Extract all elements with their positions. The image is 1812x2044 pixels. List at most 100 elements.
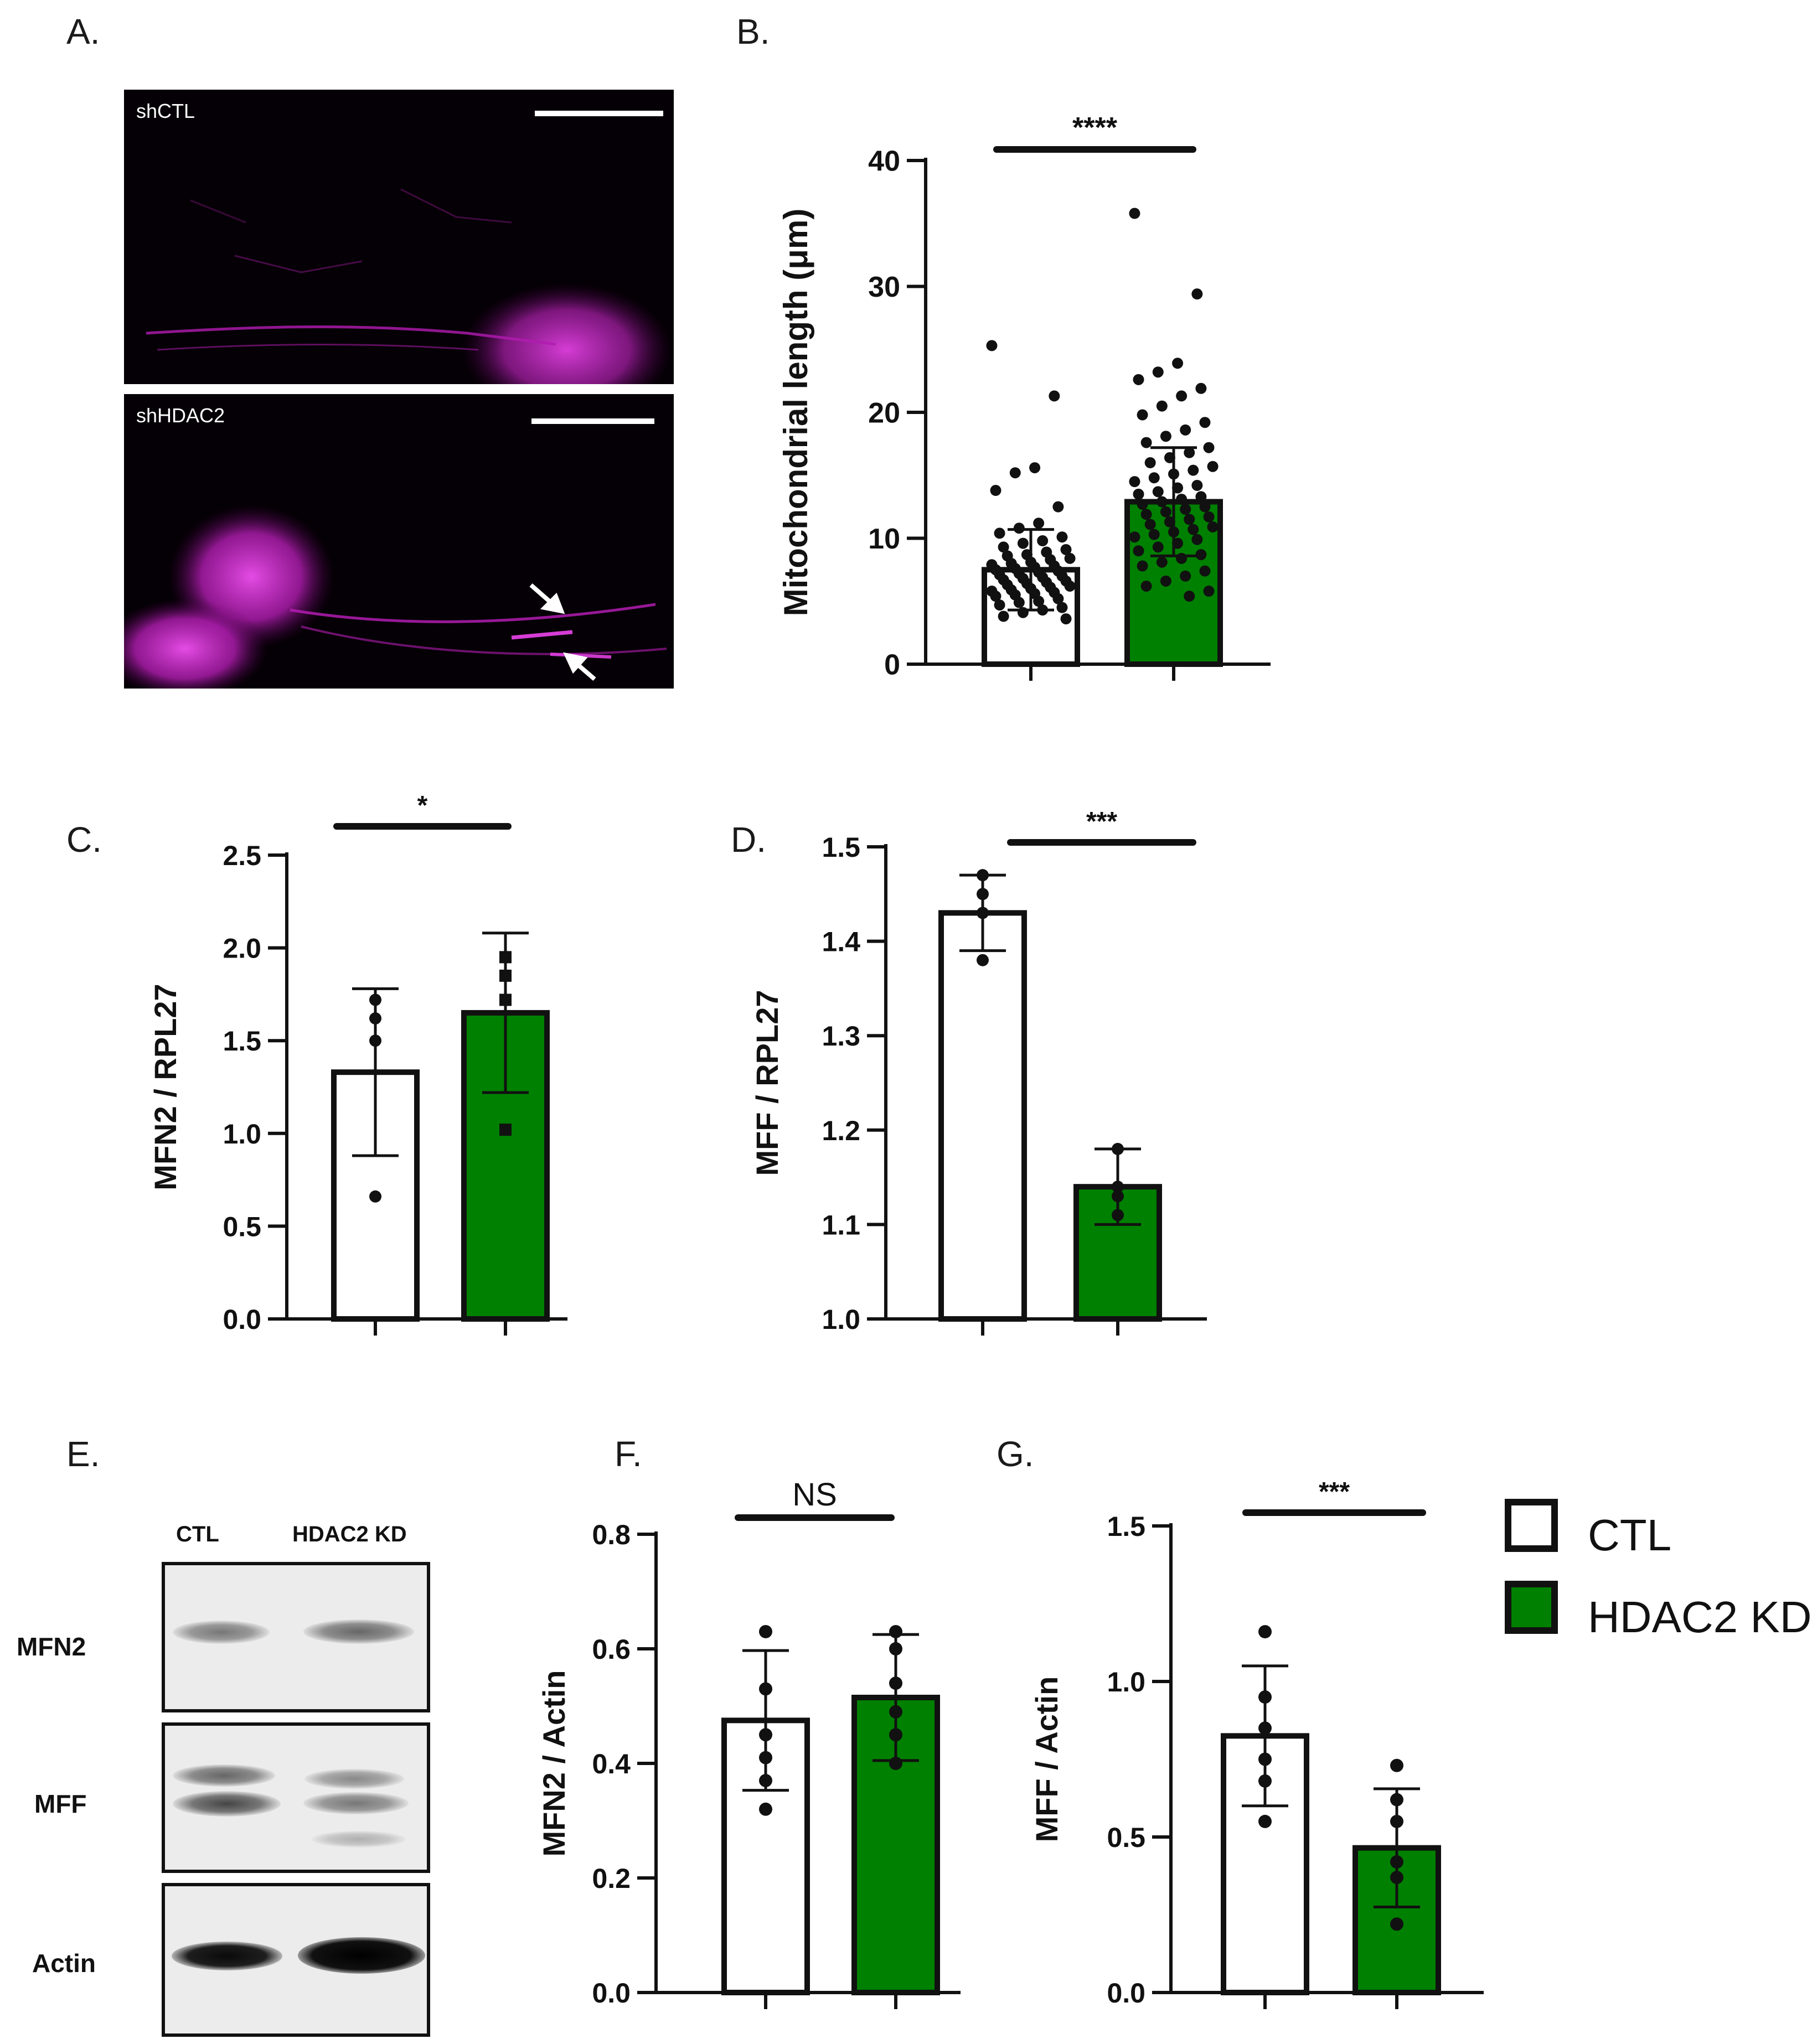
data-point [1168,526,1179,538]
legend-label-ctl: CTL [1588,1510,1672,1560]
data-point [759,1728,772,1742]
micrograph-label-shhdac2: shHDAC2 [136,404,225,427]
y-tick-label: 1.0 [223,1119,261,1150]
data-point [1137,499,1148,510]
data-point [990,591,1001,602]
data-point [889,1728,902,1742]
chart-b: 0 10 20 30 40 Mitochondrial length (μm) **** [777,112,1271,681]
data-point [1137,409,1148,421]
blot-strip-actin [162,1883,430,2037]
blot-row-label-mfn2: MFN2 [17,1632,86,1661]
data-point [1037,604,1049,616]
y-axis-label: MFN2 / Actin [536,1670,571,1856]
panel-letter-f: F. [615,1434,642,1474]
data-point [1184,591,1195,602]
y-tick-label: 40 [868,146,900,178]
data-point [1160,575,1171,587]
data-point [1184,514,1195,525]
blot-band [172,1942,282,1970]
data-point [1033,518,1045,529]
significance-label: *** [1086,807,1117,836]
y-tick-label: 0.0 [1107,1978,1145,2009]
data-point [499,969,512,982]
arrow-icons [529,583,596,681]
data-point [1258,1690,1272,1704]
y-axis-label: MFN2 / RPL27 [148,984,183,1190]
data-point [1060,613,1072,625]
legend-swatch-ctl [1505,1499,1558,1552]
panel-letter-d: D. [731,820,766,860]
data-point [1064,580,1076,592]
y-tick-label: 20 [868,397,900,430]
y-tick-label: 1.5 [822,832,860,863]
data-point [1133,374,1144,385]
data-point [889,1676,902,1690]
data-point [1156,496,1168,508]
data-point [1164,452,1175,463]
data-point [1140,580,1152,592]
micrograph-shctl-signal [146,188,672,384]
data-point [977,869,989,882]
significance-label: NS [792,1477,837,1513]
data-point [1390,1758,1403,1772]
data-point [1009,467,1021,479]
y-axis-label: MFF / RPL27 [750,990,784,1176]
data-point [1156,400,1168,412]
data-point [1144,519,1156,530]
y-tick-label: 1.5 [223,1026,261,1057]
y-tick-label: 0.6 [592,1634,631,1665]
data-point [1180,570,1191,582]
scale-bar [531,418,654,424]
data-point [1168,468,1179,480]
data-point [1191,288,1203,300]
data-point [1112,1142,1124,1155]
data-point [369,1190,381,1203]
data-point [1195,491,1207,503]
y-axis-label: Mitochondrial length (μm) [777,209,814,617]
arrow-icon [563,652,596,681]
data-point [1060,544,1072,555]
micrograph-shctl: shCTL [124,90,674,384]
legend-swatch-hdac2-kd [1505,1581,1558,1634]
data-point [1156,556,1168,568]
data-point [1129,208,1140,219]
data-point [1207,521,1219,533]
data-point [889,1642,902,1655]
data-point [1112,1181,1124,1193]
y-tick-label: 0.5 [223,1211,261,1242]
data-point [759,1624,772,1638]
y-tick-label: 0.0 [223,1304,261,1335]
chart-d: 1.0 1.1 1.2 1.3 1.4 1.5 MFF / RPL27 *** [750,807,1207,1336]
data-point [1180,424,1191,436]
data-point [1390,1855,1403,1869]
data-point [1188,524,1199,535]
y-tick-label: 0.2 [592,1863,631,1894]
data-point [499,951,512,964]
data-point [1176,552,1188,564]
data-point [1112,1209,1124,1222]
data-point [1188,464,1199,476]
y-tick-label: 1.4 [822,927,860,958]
data-point [1160,431,1171,442]
blot-band [312,1831,406,1848]
data-point [1258,1774,1272,1788]
data-point [1017,537,1029,549]
y-tick-label: 1.5 [1107,1511,1145,1542]
legend-label-hdac2-kd: HDAC2 KD [1588,1592,1812,1642]
chart-f: 0.0 0.2 0.4 0.6 0.8 MFN2 / Actin NS [536,1477,961,2009]
data-point [1203,511,1215,522]
data-point [1176,493,1188,505]
panel-letter-b: B. [736,12,770,51]
blot-row-label-actin: Actin [32,1949,96,1978]
data-point [1258,1625,1272,1639]
data-point [1148,529,1160,540]
y-tick-label: 0.8 [592,1519,631,1550]
data-point [1144,457,1156,468]
data-point [1203,442,1215,453]
significance-label: * [417,791,428,820]
data-point [1133,488,1144,500]
blot-strip-mff [162,1722,430,1873]
bar-ctl [938,910,1027,1322]
scale-bar [535,111,663,116]
data-point [1258,1721,1272,1735]
